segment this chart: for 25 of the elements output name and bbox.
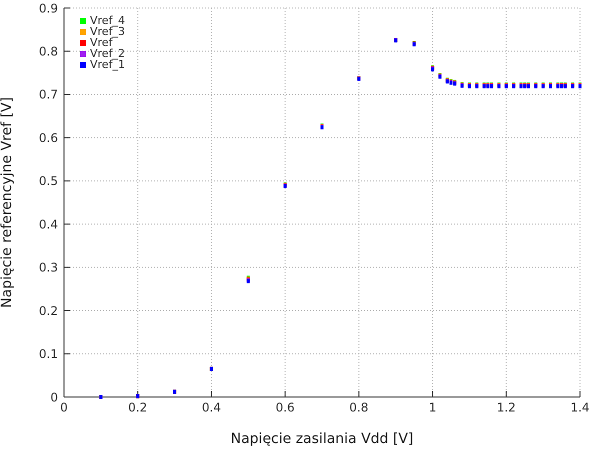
y-tick-label: 0	[50, 390, 58, 404]
y-tick-label: 0.6	[38, 130, 58, 145]
y-axis-title: Napięcie referencyjne Vref [V]	[0, 97, 15, 308]
x-tick-label: 0.4	[202, 400, 221, 415]
y-tick-label: 0.1	[38, 347, 58, 362]
x-tick-label: 1.2	[496, 400, 516, 415]
x-tick-label: 1.4	[570, 400, 590, 415]
y-tick-label: 0.3	[38, 260, 58, 275]
x-tick-label: 0.2	[128, 400, 148, 415]
legend-label: Vref_3	[90, 25, 125, 38]
y-tick-label: 0.8	[38, 44, 58, 58]
x-tick-label: 0	[60, 400, 68, 415]
y-tick-label: 0.2	[38, 304, 58, 318]
y-tick-label: 0.7	[38, 88, 58, 102]
y-tick-label: 0.5	[38, 174, 58, 188]
x-axis-title: Napięcie zasilania Vdd [V]	[230, 431, 414, 447]
legend-label: Vref_1	[90, 58, 125, 71]
x-tick-label: 0.6	[276, 400, 295, 415]
x-tick-label: 0.8	[349, 400, 368, 415]
y-tick-label: 0.4	[38, 217, 58, 232]
y-tick-label: 0.9	[38, 1, 58, 16]
legend-label: Vref	[90, 36, 112, 49]
legend-label: Vref_4	[90, 14, 125, 27]
legend-label: Vref_2	[90, 47, 125, 60]
x-tick-label: 1	[428, 400, 436, 415]
